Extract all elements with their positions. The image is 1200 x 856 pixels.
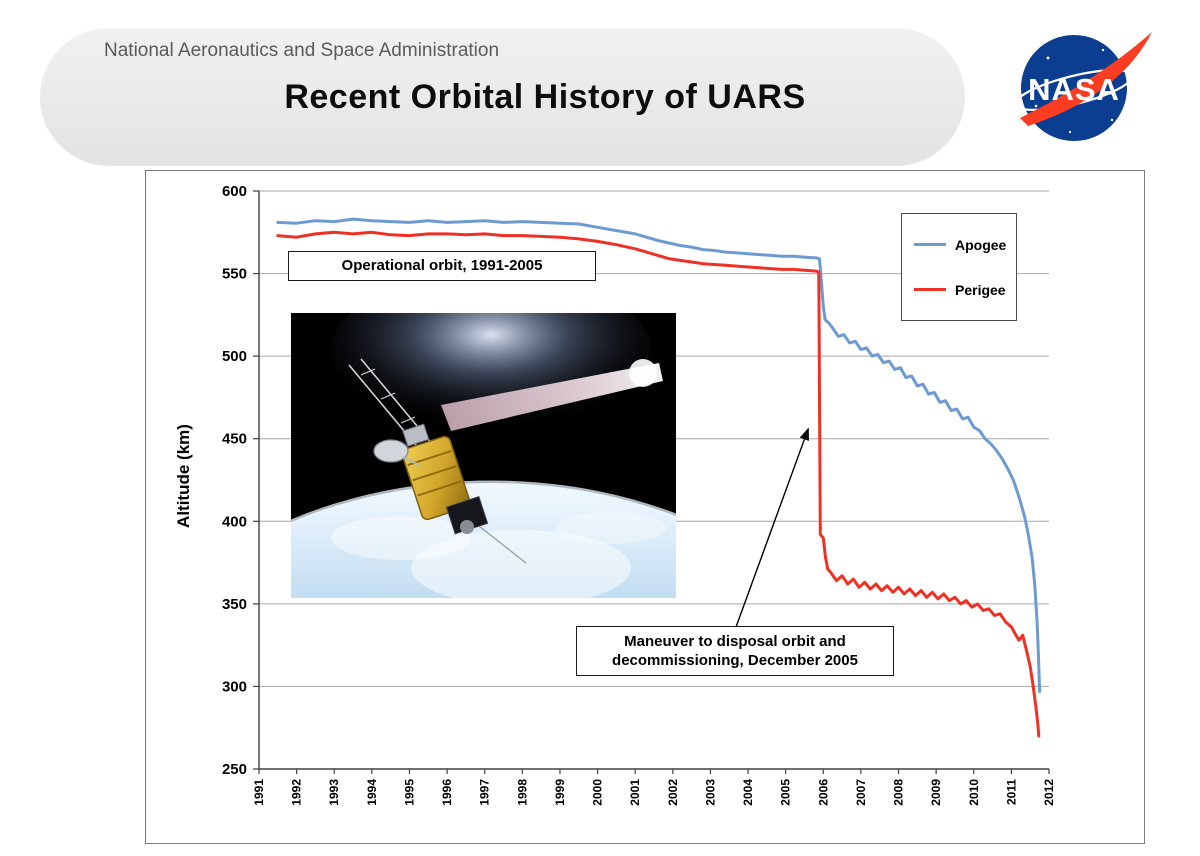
annotation-arrow — [735, 427, 810, 628]
y-tick-label: 400 — [222, 513, 247, 530]
series-line-perigee — [276, 230, 1041, 738]
legend-entry-perigee: Perigee — [914, 281, 1006, 298]
legend-label-perigee: Perigee — [955, 281, 1006, 298]
instrument — [460, 520, 474, 534]
x-tick-label: 1996 — [440, 779, 454, 806]
legend: Apogee Perigee — [901, 213, 1017, 321]
perigee-line-swatch — [914, 288, 946, 291]
page-title: Recent Orbital History of UARS — [284, 78, 806, 116]
antenna-dish — [373, 439, 409, 463]
x-tick-label: 1991 — [252, 779, 266, 806]
x-tick-label: 2003 — [703, 779, 717, 806]
x-tick-label: 2008 — [892, 779, 906, 806]
clouds — [556, 512, 666, 544]
y-tick-label: 500 — [222, 348, 247, 365]
x-tick-label: 2000 — [591, 779, 605, 806]
annotation-disposal-line2: decommissioning, December 2005 — [612, 652, 858, 669]
x-tick-label: 2001 — [628, 779, 642, 806]
y-tick-label: 250 — [222, 761, 247, 778]
y-tick-label: 550 — [222, 266, 247, 283]
y-tick-label: 450 — [222, 431, 247, 448]
y-tick-label: 350 — [222, 596, 247, 613]
clouds — [411, 530, 631, 606]
legend-label-apogee: Apogee — [955, 236, 1007, 253]
x-tick-label: 1997 — [478, 779, 492, 806]
uars-satellite-image — [108, 271, 874, 856]
x-tick-label: 1992 — [290, 779, 304, 806]
y-tick-label: 300 — [222, 678, 247, 695]
legend-entry-apogee: Apogee — [914, 236, 1007, 253]
agency-name: National Aeronautics and Space Administr… — [104, 40, 500, 61]
series-line-apogee — [276, 217, 1042, 693]
annotation-disposal-maneuver: Maneuver to disposal orbit and decommiss… — [576, 626, 894, 676]
y-tick-label: 600 — [222, 183, 247, 200]
x-tick-label: 1999 — [553, 779, 567, 806]
nasa-logo: NASA — [1008, 28, 1160, 150]
nasa-logo-text: NASA — [1028, 72, 1120, 107]
x-tick-label: 2012 — [1042, 779, 1056, 806]
uars-satellite-art — [108, 271, 874, 856]
x-tick-label: 2006 — [816, 779, 830, 806]
x-tick-label: 2002 — [666, 779, 680, 806]
x-tick-label: 1995 — [402, 779, 416, 806]
solar-array — [441, 363, 663, 431]
annotation-disposal-line1: Maneuver to disposal orbit and — [624, 633, 846, 650]
apogee-line-swatch — [914, 243, 946, 246]
chart-container: 250 300 350 400 450 500 550 600 1991 1992 1993 1994… — [108, 170, 1145, 856]
nasa-logo-graphic: NASA — [1014, 32, 1152, 141]
y-axis-title: Altitude (km) — [174, 424, 193, 528]
x-tick-label: 1998 — [515, 779, 529, 806]
x-tick-label: 1994 — [365, 779, 379, 806]
satellite-body — [401, 423, 489, 535]
x-tick-label: 2009 — [929, 779, 943, 806]
annotation-operational-orbit: Operational orbit, 1991-2005 — [288, 251, 596, 281]
sun-glint — [629, 359, 657, 387]
x-tick-label: 2007 — [854, 779, 868, 806]
x-tick-label: 1993 — [327, 779, 341, 806]
x-tick-label: 2011 — [1004, 779, 1018, 805]
x-tick-label: 2010 — [967, 779, 981, 806]
x-tick-label: 2004 — [741, 779, 755, 806]
nasa-red-swoosh — [1020, 32, 1152, 126]
x-tick-label: 2005 — [779, 779, 793, 806]
header-banner: National Aeronautics and Space Administr… — [40, 28, 965, 166]
